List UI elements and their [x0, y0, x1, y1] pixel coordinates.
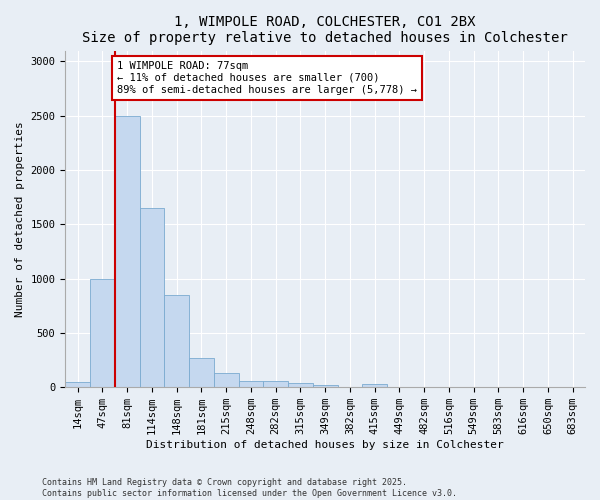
Text: 1 WIMPOLE ROAD: 77sqm
← 11% of detached houses are smaller (700)
89% of semi-det: 1 WIMPOLE ROAD: 77sqm ← 11% of detached … — [117, 62, 417, 94]
Bar — [189, 358, 214, 387]
Bar — [362, 384, 387, 387]
Bar — [313, 385, 338, 387]
Bar — [140, 208, 164, 387]
Bar — [115, 116, 140, 387]
X-axis label: Distribution of detached houses by size in Colchester: Distribution of detached houses by size … — [146, 440, 504, 450]
Bar — [214, 373, 239, 387]
Bar — [288, 383, 313, 387]
Bar — [263, 380, 288, 387]
Title: 1, WIMPOLE ROAD, COLCHESTER, CO1 2BX
Size of property relative to detached house: 1, WIMPOLE ROAD, COLCHESTER, CO1 2BX Siz… — [82, 15, 568, 45]
Bar — [90, 278, 115, 387]
Text: Contains HM Land Registry data © Crown copyright and database right 2025.
Contai: Contains HM Land Registry data © Crown c… — [42, 478, 457, 498]
Bar — [65, 382, 90, 387]
Bar — [239, 380, 263, 387]
Y-axis label: Number of detached properties: Number of detached properties — [15, 121, 25, 317]
Bar — [164, 295, 189, 387]
